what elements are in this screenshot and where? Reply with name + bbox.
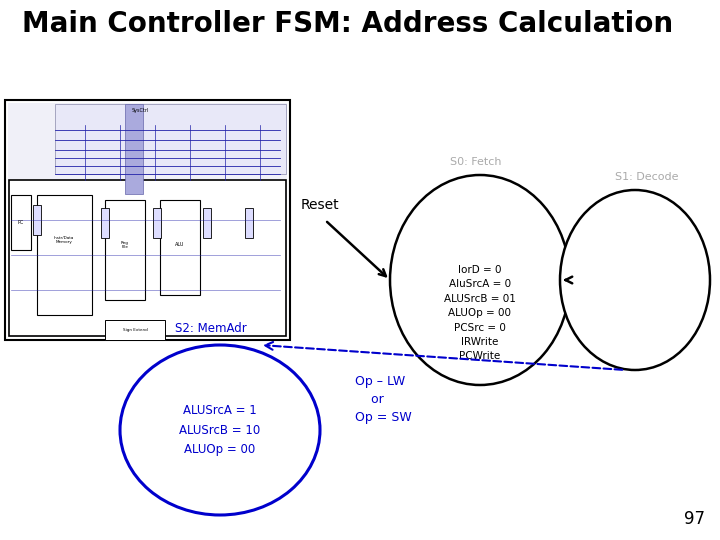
Ellipse shape: [120, 345, 320, 515]
Text: ALUSrcA = 1
ALUSrcB = 10
ALUOp = 00: ALUSrcA = 1 ALUSrcB = 10 ALUOp = 00: [179, 404, 261, 456]
Bar: [11, 195, 31, 250]
Bar: [9, 180, 286, 336]
Bar: [153, 208, 161, 238]
Bar: [55, 104, 286, 174]
Bar: [101, 208, 109, 238]
Bar: [125, 104, 143, 194]
Bar: [105, 200, 145, 300]
Text: Sign Extend: Sign Extend: [122, 328, 148, 332]
Text: Reg
File: Reg File: [121, 240, 129, 249]
Text: Reset: Reset: [301, 198, 339, 212]
Text: Main Controller FSM: Address Calculation: Main Controller FSM: Address Calculation: [22, 10, 672, 38]
Bar: [33, 205, 41, 235]
Bar: [5, 100, 290, 340]
Bar: [203, 208, 211, 238]
Text: Op – LW
    or
Op = SW: Op – LW or Op = SW: [355, 375, 412, 424]
Ellipse shape: [390, 175, 570, 385]
Text: S2: MemAdr: S2: MemAdr: [175, 322, 247, 335]
Ellipse shape: [560, 190, 710, 370]
Bar: [160, 200, 200, 295]
Text: PC: PC: [18, 219, 24, 225]
Text: IorD = 0
AluSrcA = 0
ALUSrcB = 01
ALUOp = 00
PCSrc = 0
IRWrite
PCWrite: IorD = 0 AluSrcA = 0 ALUSrcB = 01 ALUOp …: [444, 265, 516, 361]
Bar: [8, 103, 287, 337]
Text: Instr/Data
Memory: Instr/Data Memory: [54, 235, 74, 245]
Bar: [37, 195, 92, 315]
Text: S0: Fetch: S0: Fetch: [450, 157, 502, 167]
Text: S1: Decode: S1: Decode: [615, 172, 678, 182]
Text: 97: 97: [684, 510, 705, 528]
Text: SysCtrl: SysCtrl: [131, 108, 149, 113]
Bar: [105, 320, 165, 340]
Bar: [245, 208, 253, 238]
Text: ALU: ALU: [175, 242, 185, 247]
